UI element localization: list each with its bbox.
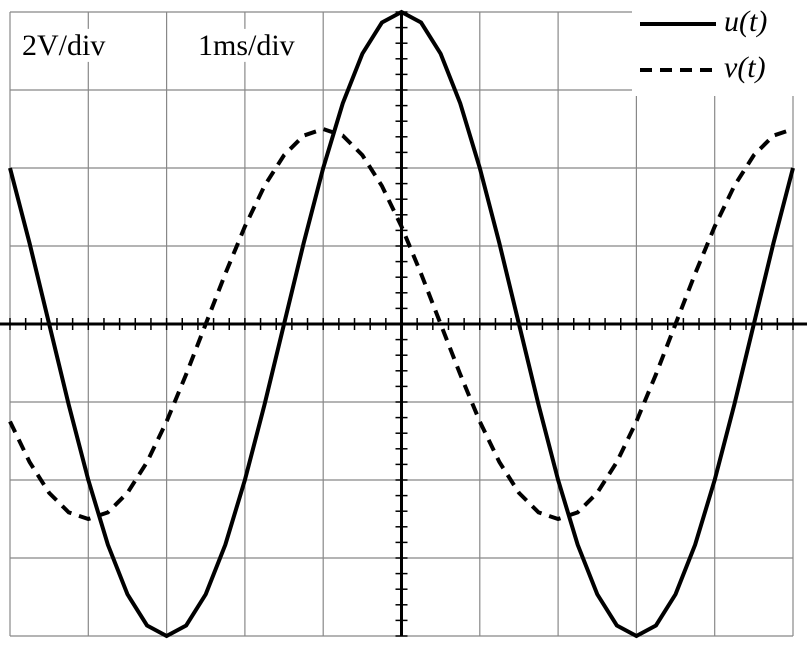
- legend: u(t) v(t): [632, 0, 807, 96]
- legend-label: v(t): [724, 51, 766, 84]
- legend-bg: [632, 0, 807, 96]
- annotation-bg: [195, 28, 298, 62]
- series-line: [8, 9, 795, 639]
- annotation: 1ms/div: [198, 29, 295, 62]
- legend-label: u(t): [724, 5, 767, 38]
- annotation-bg: [19, 28, 109, 62]
- series-line: [8, 126, 794, 522]
- annotation: 2V/div: [22, 29, 105, 62]
